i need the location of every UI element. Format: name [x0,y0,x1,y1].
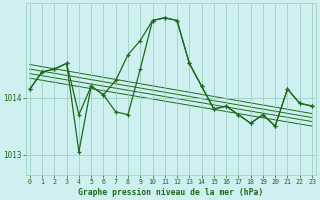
X-axis label: Graphe pression niveau de la mer (hPa): Graphe pression niveau de la mer (hPa) [78,188,264,197]
